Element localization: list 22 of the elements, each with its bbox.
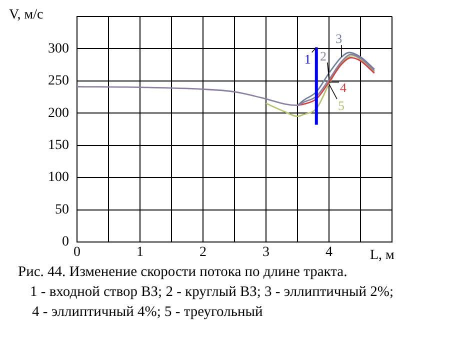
- x-tick-label: 4: [326, 245, 332, 260]
- y-tick-label: 0: [62, 234, 69, 250]
- x-axis-title: L, м: [370, 248, 395, 263]
- series-label: 1: [304, 51, 311, 66]
- series-label: 4: [340, 80, 347, 96]
- y-axis-title: V, м/с: [9, 7, 44, 22]
- series-label: 5: [338, 98, 344, 114]
- x-tick-label: 3: [262, 245, 270, 260]
- x-tick-label: 1: [136, 245, 144, 260]
- text: 1 - входной створ ВЗ; 2 - круглый ВЗ; 3 - эллиптичный 2%;: [29, 283, 394, 302]
- series-label: 2: [320, 48, 326, 64]
- y-tick-label: 250: [48, 74, 69, 89]
- y-tick-label: 100: [48, 170, 69, 186]
- text: Рис. 44. Изменение скорости потока по длине тракта.: [18, 263, 348, 282]
- y-tick-label: 150: [48, 138, 69, 153]
- y-tick-label: 50: [55, 202, 69, 218]
- text: 4 - эллиптичный 4%; 5 - треугольный: [31, 303, 264, 322]
- series-label: 3: [336, 31, 342, 46]
- y-tick-label: 200: [48, 106, 69, 121]
- y-tick-label: 300: [48, 41, 69, 56]
- x-tick-label: 0: [74, 245, 80, 260]
- x-tick-label: 2: [200, 245, 206, 260]
